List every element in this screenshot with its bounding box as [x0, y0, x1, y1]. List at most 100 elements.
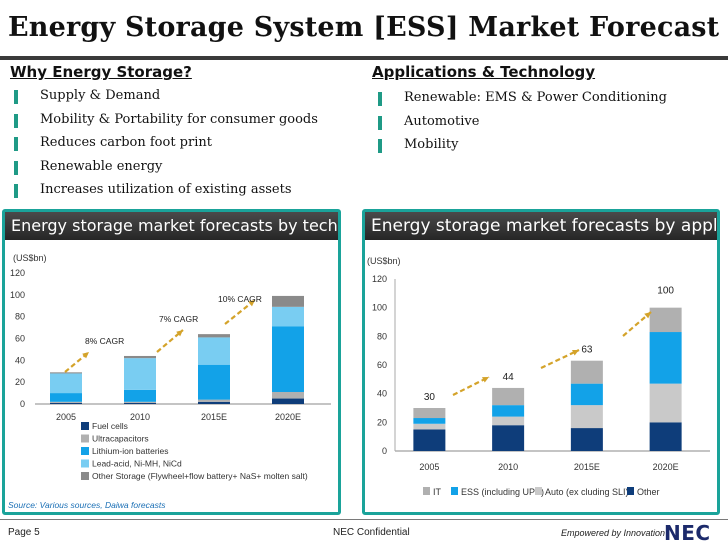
- cagr-annotation: 8% CAGR: [85, 336, 124, 346]
- growth-arrow-line: [224, 299, 256, 325]
- y-tick-label: 120: [10, 268, 25, 278]
- why-energy-storage-heading: Why Energy Storage?: [10, 63, 192, 81]
- bar-segment: [198, 399, 230, 402]
- title-underline: [0, 56, 728, 60]
- bar-segment: [570, 383, 603, 406]
- bar-segment: [124, 389, 156, 402]
- legend-swatch: [81, 434, 89, 443]
- cagr-annotation: 10% CAGR: [218, 294, 262, 304]
- application-bullet-text: Automotive: [404, 113, 480, 129]
- why-bullet-text: Supply & Demand: [40, 88, 161, 103]
- bullet-marker-icon: [14, 184, 18, 198]
- legend-swatch: [81, 447, 89, 455]
- bar-segment: [649, 307, 682, 333]
- growth-arrow-line: [540, 349, 580, 369]
- growth-arrow-head-icon: [572, 349, 579, 356]
- bar-segment: [492, 416, 525, 426]
- bar-segment: [570, 428, 603, 451]
- x-tick-label: 2020E: [653, 462, 679, 472]
- legend-swatch: [535, 487, 542, 495]
- bar-segment: [649, 332, 682, 384]
- bar-segment: [124, 401, 156, 403]
- technology-chart-title: Energy storage market forecasts by techn…: [5, 212, 338, 240]
- legend-swatch: [423, 487, 430, 495]
- confidential-label: NEC Confidential: [333, 527, 410, 538]
- y-tick-label: 80: [377, 331, 387, 341]
- applications-heading: Applications & Technology: [372, 63, 596, 81]
- legend-label: IT: [433, 487, 442, 497]
- x-tick-label: 2010: [498, 462, 518, 472]
- y-tick-label: 60: [377, 360, 387, 370]
- bullet-marker-icon: [378, 139, 382, 153]
- growth-arrow-head-icon: [82, 352, 89, 359]
- page-title: Energy Storage System [ESS] Market Forec…: [8, 12, 720, 43]
- legend-label: Lead-acid, Ni-MH, NiCd: [92, 459, 182, 469]
- bar-segment: [198, 364, 230, 400]
- bar-segment: [124, 358, 156, 390]
- bullet-marker-icon: [14, 160, 18, 175]
- y-tick-label: 0: [382, 446, 387, 456]
- bar-segment: [50, 401, 82, 403]
- y-axis-unit-label: (US$bn): [367, 256, 401, 266]
- bar-segment: [272, 295, 304, 307]
- y-tick-label: 100: [372, 303, 387, 313]
- legend-label: Auto (ex cluding SLI): [545, 487, 629, 497]
- why-bullet-text: Increases utilization of existing assets: [40, 182, 292, 197]
- bar-segment: [649, 422, 682, 451]
- source-note: Source: Various sources, Daiwa forecasts: [8, 500, 166, 510]
- growth-arrow-head-icon: [482, 377, 489, 383]
- footer-divider: [0, 519, 728, 520]
- legend-label: Lithium-ion batteries: [92, 446, 169, 456]
- bar-segment: [570, 405, 603, 429]
- bar-segment: [413, 418, 446, 424]
- y-tick-label: 40: [15, 355, 25, 365]
- bar-segment: [272, 391, 304, 399]
- bar-segment: [272, 306, 304, 327]
- total-value-label: 100: [657, 286, 674, 297]
- nec-logo: NEC: [664, 521, 711, 545]
- bullet-marker-icon: [14, 113, 18, 128]
- bar-segment: [272, 326, 304, 392]
- y-tick-label: 20: [377, 417, 387, 427]
- bar-segment: [50, 372, 82, 374]
- bar-segment: [492, 387, 525, 406]
- growth-arrow-head-icon: [248, 300, 255, 307]
- x-tick-label: 2015E: [201, 412, 227, 422]
- growth-arrow-line: [452, 376, 490, 396]
- legend-label: Fuel cells: [92, 421, 128, 431]
- y-tick-label: 60: [15, 334, 25, 344]
- bar-segment: [50, 373, 82, 394]
- y-tick-label: 0: [20, 399, 25, 409]
- bar-segment: [124, 402, 156, 404]
- why-bullet-text: Mobility & Portability for consumer good…: [40, 111, 318, 127]
- application-chart: (US$bn) 0 20 40 60 80 100 120 30 2005 44 2010 63 2015…: [367, 256, 710, 497]
- page-number: Page 5: [8, 527, 40, 538]
- total-value-label: 30: [424, 392, 436, 403]
- why-bullet-text: Renewable energy: [40, 158, 163, 174]
- bar-segment: [413, 408, 446, 419]
- growth-arrow-head-icon: [644, 312, 651, 319]
- bullet-marker-icon: [378, 115, 382, 130]
- bar-segment: [50, 402, 82, 404]
- bar-segment: [198, 334, 230, 338]
- legend-label: Ultracapacitors: [92, 434, 149, 444]
- bar-segment: [50, 393, 82, 402]
- bullet-marker-icon: [378, 92, 382, 106]
- bar-segment: [198, 337, 230, 365]
- bar-segment: [413, 429, 446, 451]
- legend-swatch: [451, 487, 458, 495]
- growth-arrow-line: [622, 311, 652, 337]
- y-tick-label: 80: [15, 312, 25, 322]
- footer-tagline: Empowered by Innovation: [561, 528, 666, 538]
- legend-swatch: [81, 472, 89, 480]
- legend-swatch: [627, 487, 634, 495]
- x-tick-label: 2015E: [574, 462, 600, 472]
- y-axis-unit-label: (US$bn): [13, 253, 47, 263]
- y-tick-label: 120: [372, 274, 387, 284]
- bar-segment: [272, 398, 304, 404]
- total-value-label: 63: [581, 345, 593, 356]
- bar-segment: [413, 423, 446, 430]
- bar-segment: [198, 401, 230, 404]
- y-tick-label: 20: [15, 377, 25, 387]
- x-tick-label: 2010: [130, 412, 150, 422]
